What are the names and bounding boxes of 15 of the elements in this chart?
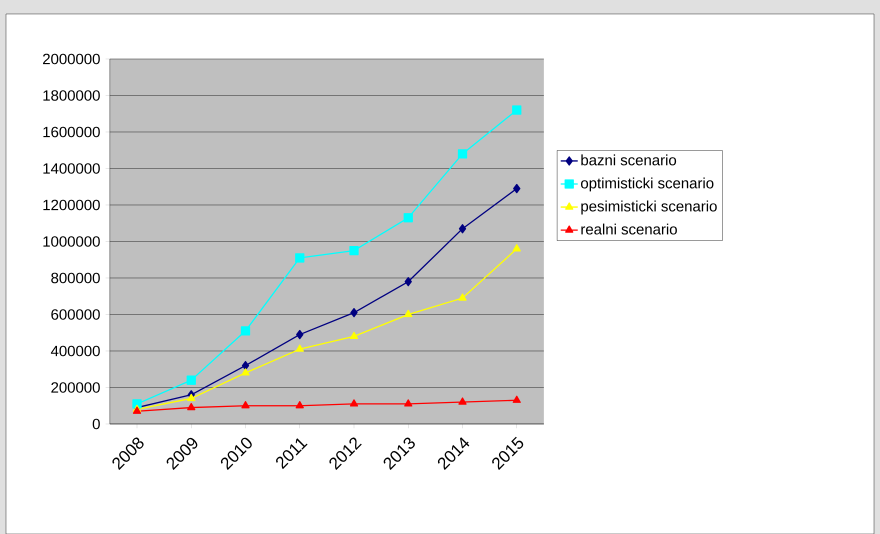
- legend-label: optimisticki scenario: [581, 177, 714, 192]
- legend-label: bazni scenario: [581, 154, 676, 166]
- legend-label: realni scenario: [581, 223, 677, 234]
- y-tick-label: 600000: [51, 309, 100, 320]
- y-tick-label: 1400000: [43, 163, 100, 174]
- y-tick-label: 1000000: [43, 236, 100, 247]
- y-tick-label: 200000: [51, 382, 100, 393]
- y-tick-label: 1600000: [43, 126, 100, 138]
- legend-label: pesimisticki scenario: [581, 200, 717, 214]
- y-tick-label: 1200000: [43, 200, 100, 210]
- y-tick-label: 0: [92, 418, 100, 430]
- y-tick-label: 1800000: [43, 90, 100, 101]
- y-tick-label: 400000: [50, 346, 100, 356]
- y-tick-label: 2000000: [43, 54, 100, 64]
- y-tick-label: 800000: [51, 272, 100, 284]
